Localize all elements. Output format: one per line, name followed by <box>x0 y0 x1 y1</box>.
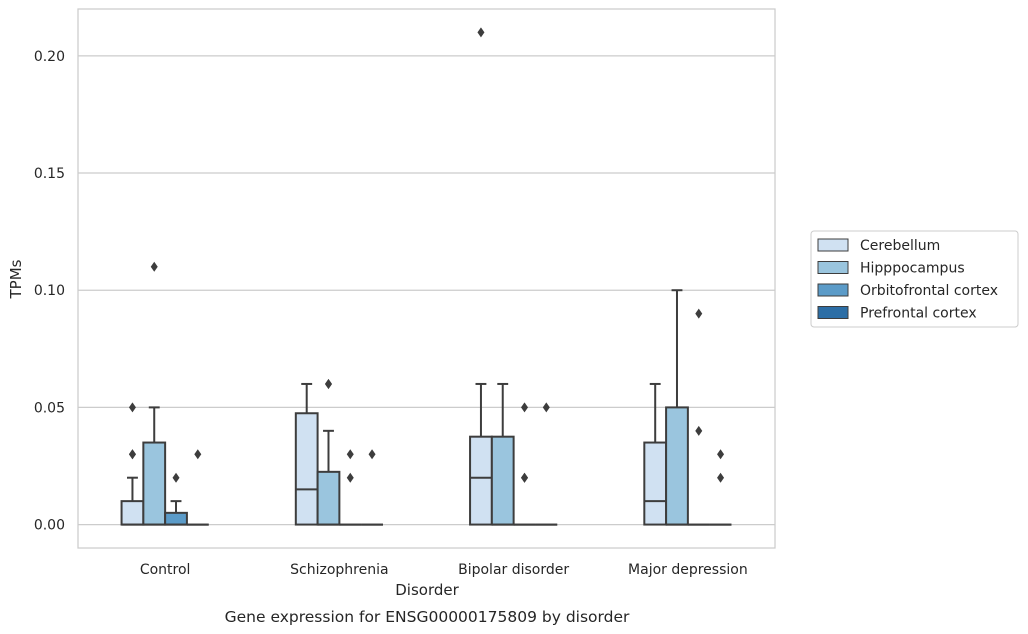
box-group <box>294 382 319 526</box>
box-group <box>186 449 209 526</box>
legend-label: Prefrontal cortex <box>860 306 977 322</box>
outlier-point <box>521 402 529 413</box>
legend-label: Hipppocampus <box>860 261 965 277</box>
x-tick-label: Bipolar disorder <box>458 562 569 578</box>
plot-frame <box>77 8 776 549</box>
box-group <box>469 27 493 526</box>
box-group <box>164 472 188 526</box>
y-tick-label: 0.10 <box>34 283 65 299</box>
box <box>294 412 319 526</box>
box-group <box>142 261 167 526</box>
outlier-point <box>128 402 136 413</box>
box-group <box>339 449 362 526</box>
x-axis-label: Disorder <box>395 581 459 599</box>
outlier-point <box>477 27 485 38</box>
y-tick-label: 0.15 <box>34 166 65 182</box>
box-group <box>535 402 558 526</box>
y-tick-labels: 0.00 0.05 0.10 0.15 0.20 <box>34 49 65 534</box>
legend-swatch <box>817 261 849 274</box>
box-group <box>643 382 668 526</box>
y-tick-label: 0.20 <box>34 49 65 65</box>
box <box>643 441 668 526</box>
box-group <box>665 289 689 526</box>
box <box>120 500 145 526</box>
boxes-layer <box>120 27 732 526</box>
box-group <box>120 402 145 526</box>
box <box>490 435 515 526</box>
box <box>142 441 167 526</box>
box <box>469 435 493 526</box>
legend-swatch <box>817 283 849 297</box>
box <box>316 470 341 526</box>
x-tick-label: Schizophrenia <box>290 562 388 578</box>
outlier-point <box>695 308 703 319</box>
legend-label: Cerebellum <box>860 238 940 254</box>
box-group <box>513 402 536 526</box>
box <box>665 406 689 526</box>
outlier-point <box>172 472 180 483</box>
outlier-point <box>346 449 354 460</box>
outlier-point <box>368 449 376 460</box>
box-group <box>361 449 383 526</box>
y-tick-label: 0.00 <box>34 518 65 534</box>
outlier-point <box>150 261 158 272</box>
legend-swatch <box>817 306 849 319</box>
box <box>164 511 188 526</box>
box-group <box>709 449 732 526</box>
legend: Cerebellum Hipppocampus Orbitofrontal cort… <box>810 230 1019 328</box>
box-group <box>316 378 341 526</box>
box-group <box>490 382 515 526</box>
outlier-point <box>542 402 550 413</box>
x-tick-labels: Control Schizophrenia Bipolar disorder Majo… <box>140 562 748 578</box>
legend-label: Orbitofrontal cortex <box>860 283 998 299</box>
outlier-point <box>717 449 725 460</box>
box-group <box>687 308 710 526</box>
outlier-point <box>194 449 202 460</box>
outlier-point <box>346 472 354 483</box>
outlier-point <box>324 378 332 389</box>
legend-swatch <box>817 238 849 252</box>
x-tick-label: Major depression <box>628 562 748 578</box>
y-axis-label: TPMs <box>7 259 25 299</box>
x-tick-label: Control <box>140 562 191 578</box>
chart-caption: Gene expression for ENSG00000175809 by d… <box>225 608 630 626</box>
outlier-point <box>695 425 703 436</box>
y-tick-label: 0.05 <box>34 400 65 416</box>
outlier-point <box>128 449 136 460</box>
legend-frame <box>810 230 1019 328</box>
outlier-point <box>717 472 725 483</box>
outlier-point <box>521 472 529 483</box>
